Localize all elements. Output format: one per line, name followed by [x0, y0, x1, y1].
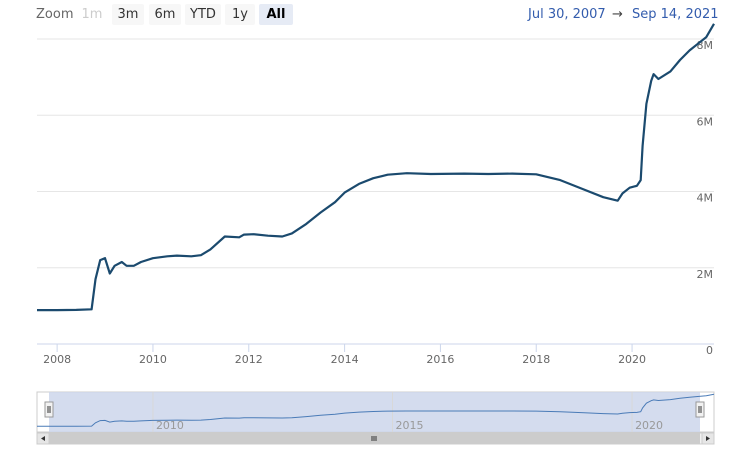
arrow-left-icon — [41, 436, 45, 441]
y-axis-labels: 0 2M 4M 6M 8M — [697, 39, 714, 357]
series-line — [37, 23, 715, 312]
zoom-label: Zoom — [36, 7, 74, 22]
series-layer — [37, 23, 715, 312]
range-from-date[interactable]: Jul 30, 2007 — [528, 7, 606, 22]
zoom-ytd-button[interactable]: YTD — [185, 4, 221, 25]
navigator-series-line — [37, 393, 715, 427]
navigator-left-handle[interactable] — [44, 401, 54, 418]
navigator-right-handle[interactable] — [695, 401, 705, 418]
y-tick-label: 4M — [697, 192, 714, 205]
scrollbar[interactable] — [36, 432, 715, 445]
navigator-tick-label: 2015 — [396, 419, 424, 432]
x-tick-label: 2020 — [618, 353, 646, 366]
grid-lines — [37, 38, 714, 269]
y-tick-label: 2M — [697, 268, 714, 281]
navigator[interactable]: 2010 2015 2020 — [36, 391, 715, 433]
range-selector: Zoom 1m 3m 6m YTD 1y All Jul 30, 2007 → … — [0, 0, 750, 32]
x-tick-label: 2018 — [522, 353, 550, 366]
navigator-tick-label: 2010 — [156, 419, 184, 432]
zoom-all-button[interactable]: All — [259, 4, 293, 25]
x-axis-ticks: 2008 2010 2012 2014 2016 2018 2020 — [43, 344, 646, 366]
navigator-selection[interactable] — [49, 392, 700, 432]
navigator-series-layer — [37, 393, 715, 427]
x-tick-label: 2008 — [43, 353, 71, 366]
x-tick-label: 2010 — [139, 353, 167, 366]
x-tick-label: 2016 — [426, 353, 454, 366]
zoom-3m-button[interactable]: 3m — [112, 4, 144, 25]
range-separator: → — [612, 7, 623, 22]
zoom-1y-button[interactable]: 1y — [225, 4, 255, 25]
scrollbar-grip-icon — [371, 436, 377, 441]
navigator-tick-label: 2020 — [635, 419, 663, 432]
y-tick-label: 8M — [697, 39, 714, 52]
x-tick-label: 2014 — [331, 353, 359, 366]
navigator-ticks: 2010 2015 2020 — [152, 392, 663, 432]
arrow-right-icon — [706, 436, 710, 441]
y-tick-label: 0 — [706, 344, 713, 357]
y-tick-label: 6M — [697, 115, 714, 128]
x-tick-label: 2012 — [235, 353, 263, 366]
zoom-6m-button[interactable]: 6m — [149, 4, 181, 25]
range-to-date[interactable]: Sep 14, 2021 — [632, 7, 719, 22]
zoom-1m-button[interactable]: 1m — [81, 7, 103, 22]
